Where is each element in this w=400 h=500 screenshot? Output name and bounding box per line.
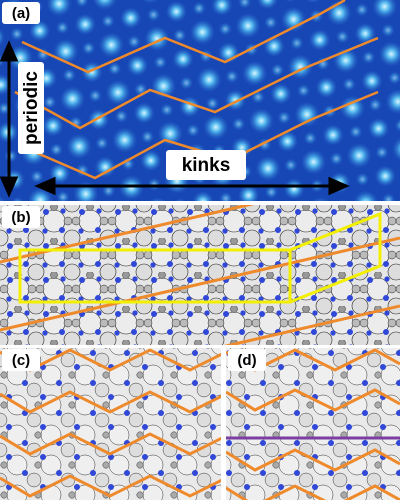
panel-label: (c) [12,352,30,369]
kinks-label: kinks [182,155,231,176]
periodic-label: periodic [21,71,42,145]
panel-label: (d) [237,352,256,369]
label-box [228,349,266,371]
panel-b [0,205,400,345]
label-box [2,206,40,228]
kinks-arrow [34,176,350,196]
label-box [166,150,246,180]
label-box [18,62,44,154]
panel-d [226,348,400,500]
label-box [2,2,40,24]
panel-label: (a) [12,5,30,22]
panel-label: (b) [11,209,30,226]
periodic-arrow [0,40,19,198]
panel-c [0,348,221,500]
label-box [2,349,40,371]
